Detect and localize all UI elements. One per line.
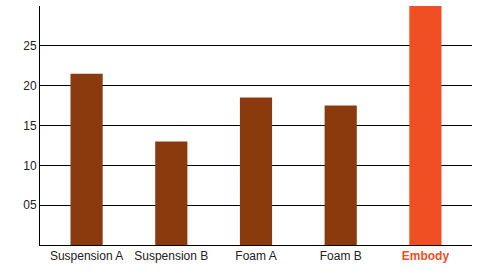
svg-text:Foam A: Foam A — [235, 249, 276, 263]
svg-text:15: 15 — [23, 119, 37, 133]
svg-text:Embody: Embody — [402, 249, 450, 263]
svg-text:20: 20 — [23, 79, 37, 93]
svg-text:05: 05 — [23, 198, 37, 212]
svg-text:Suspension B: Suspension B — [134, 249, 208, 263]
svg-text:25: 25 — [23, 39, 37, 53]
svg-text:Foam B: Foam B — [320, 249, 362, 263]
svg-text:Suspension A: Suspension A — [50, 249, 123, 263]
svg-text:10: 10 — [23, 159, 37, 173]
